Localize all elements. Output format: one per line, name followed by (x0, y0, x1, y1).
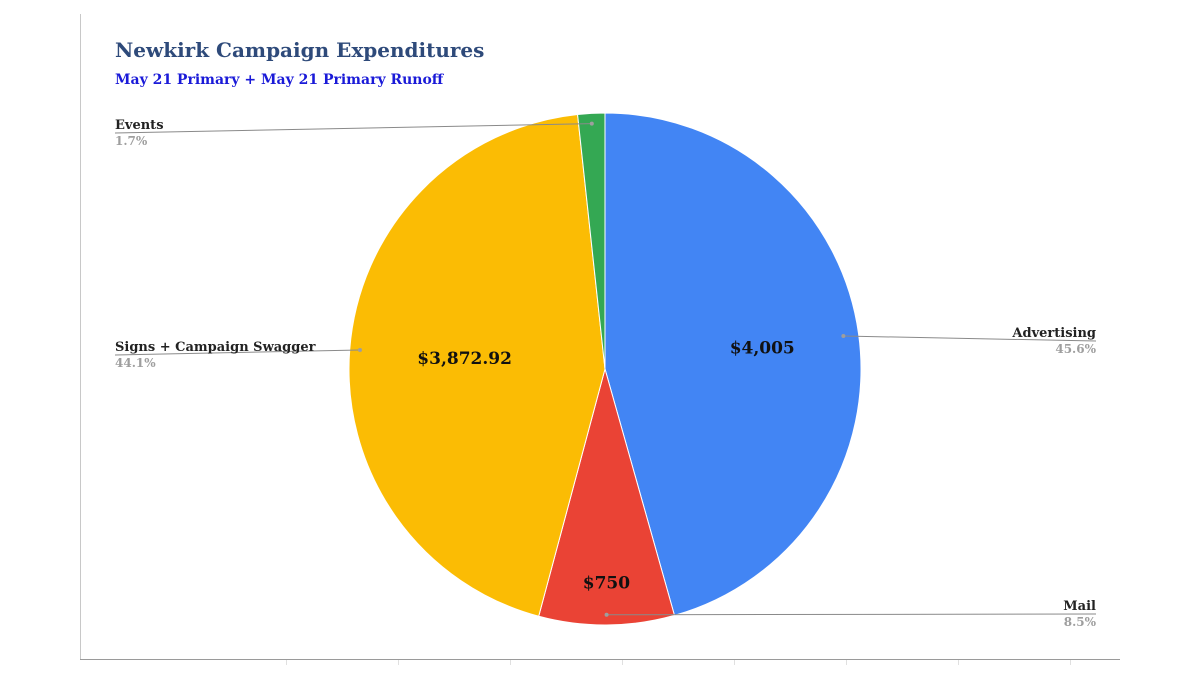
frame-tick (734, 660, 735, 665)
slice-percent-label: 45.6% (1055, 342, 1096, 356)
leader-dot (589, 121, 594, 126)
slice-percent-label: 8.5% (1064, 615, 1097, 629)
frame-tick (846, 660, 847, 665)
frame-tick (1070, 660, 1071, 665)
pie-slice-events (577, 112, 606, 370)
chart-title: Newkirk Campaign Expenditures (115, 38, 485, 62)
slice-value-label: $3,872.92 (417, 349, 512, 369)
frame-tick (510, 660, 511, 665)
slice-name-label: Mail (1063, 599, 1096, 614)
slice-percent-label: 1.7% (115, 134, 148, 148)
leader-dot (357, 348, 362, 353)
frame-tick (286, 660, 287, 665)
chart-frame-left (80, 14, 81, 660)
leader-line (843, 335, 1097, 342)
slice-name-label: Events (115, 118, 164, 133)
pie-slice-mail (538, 367, 676, 626)
slice-name-label: Signs + Campaign Swagger (115, 340, 316, 355)
chart-subtitle: May 21 Primary + May 21 Primary Runoff (115, 72, 444, 88)
slice-value-label: $4,005 (730, 338, 795, 358)
chart-frame-bottom (80, 659, 1120, 660)
slice-percent-label: 44.1% (115, 356, 156, 370)
frame-tick (398, 660, 399, 665)
pie-slice-signs-campaign-swagger (348, 113, 606, 617)
leader-line (606, 613, 1097, 616)
frame-tick (958, 660, 959, 665)
leader-line (114, 123, 592, 134)
leader-dot (841, 334, 846, 339)
slice-value-label: $750 (583, 573, 630, 593)
slice-name-label: Advertising (1011, 326, 1096, 341)
pie-slice-advertising (604, 112, 862, 617)
leader-dot (604, 612, 609, 617)
frame-tick (622, 660, 623, 665)
leader-line (114, 349, 360, 356)
